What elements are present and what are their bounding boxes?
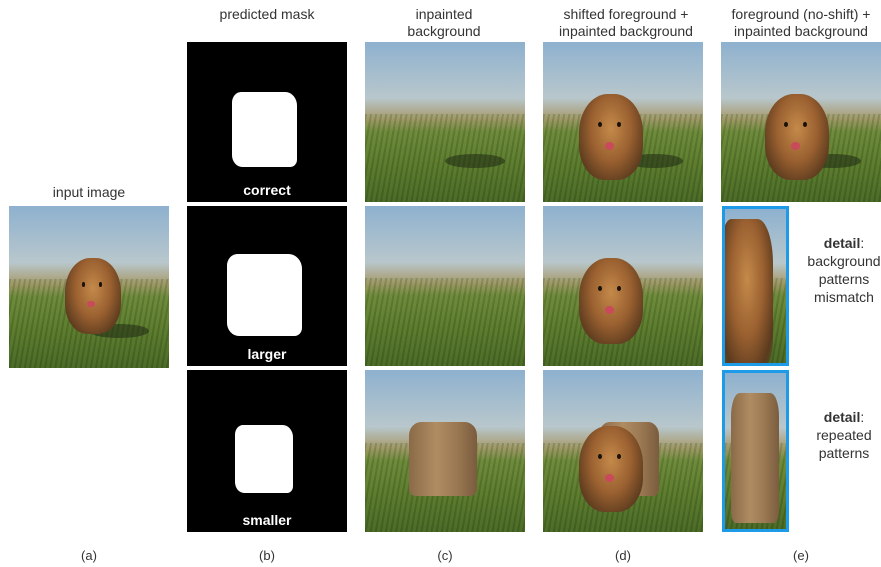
header-noshift-foreground: foreground (no-shift) + inpainted backgr… — [731, 6, 871, 39]
detail-note-repeated: detail: repeated patterns — [816, 409, 872, 461]
caption-a: (a) — [81, 548, 97, 563]
caption-b: (b) — [259, 548, 275, 563]
dog-image — [765, 94, 829, 180]
shifted-correct — [543, 42, 703, 202]
dog-image — [579, 426, 643, 512]
inpaint-artifact — [409, 422, 477, 496]
caption-d: (d) — [615, 548, 631, 563]
mask-smaller: smaller — [187, 370, 347, 532]
detail-crop-mismatch — [722, 206, 789, 366]
mask-blob — [235, 425, 293, 493]
mask-label-larger: larger — [247, 346, 287, 362]
detail-note-mismatch: detail: background patterns mismatch — [807, 235, 881, 305]
header-inpainted-background: inpainted background — [407, 6, 481, 39]
detail-crop-repeated — [722, 370, 789, 532]
inpainted-correct — [365, 42, 525, 202]
dog-image — [65, 258, 121, 334]
header-input-image: input image — [52, 184, 126, 200]
dog-image — [725, 219, 773, 363]
input-image — [9, 206, 169, 368]
mask-blob — [232, 92, 297, 167]
header-shifted-foreground: shifted foreground + inpainted backgroun… — [559, 6, 693, 39]
caption-c: (c) — [437, 548, 453, 563]
inpainted-larger — [365, 206, 525, 366]
caption-e: (e) — [793, 548, 809, 563]
mask-label-correct: correct — [243, 182, 291, 198]
mask-larger: larger — [187, 206, 347, 366]
mask-correct: correct — [187, 42, 347, 202]
noshift-correct — [721, 42, 881, 202]
dog-image — [579, 94, 643, 180]
dog-image — [579, 258, 643, 344]
mask-label-smaller: smaller — [242, 512, 292, 528]
mask-blob — [227, 254, 302, 336]
shifted-larger — [543, 206, 703, 366]
shifted-smaller — [543, 370, 703, 532]
inpaint-artifact — [731, 393, 779, 523]
header-predicted-mask: predicted mask — [219, 6, 315, 22]
inpainted-smaller — [365, 370, 525, 532]
